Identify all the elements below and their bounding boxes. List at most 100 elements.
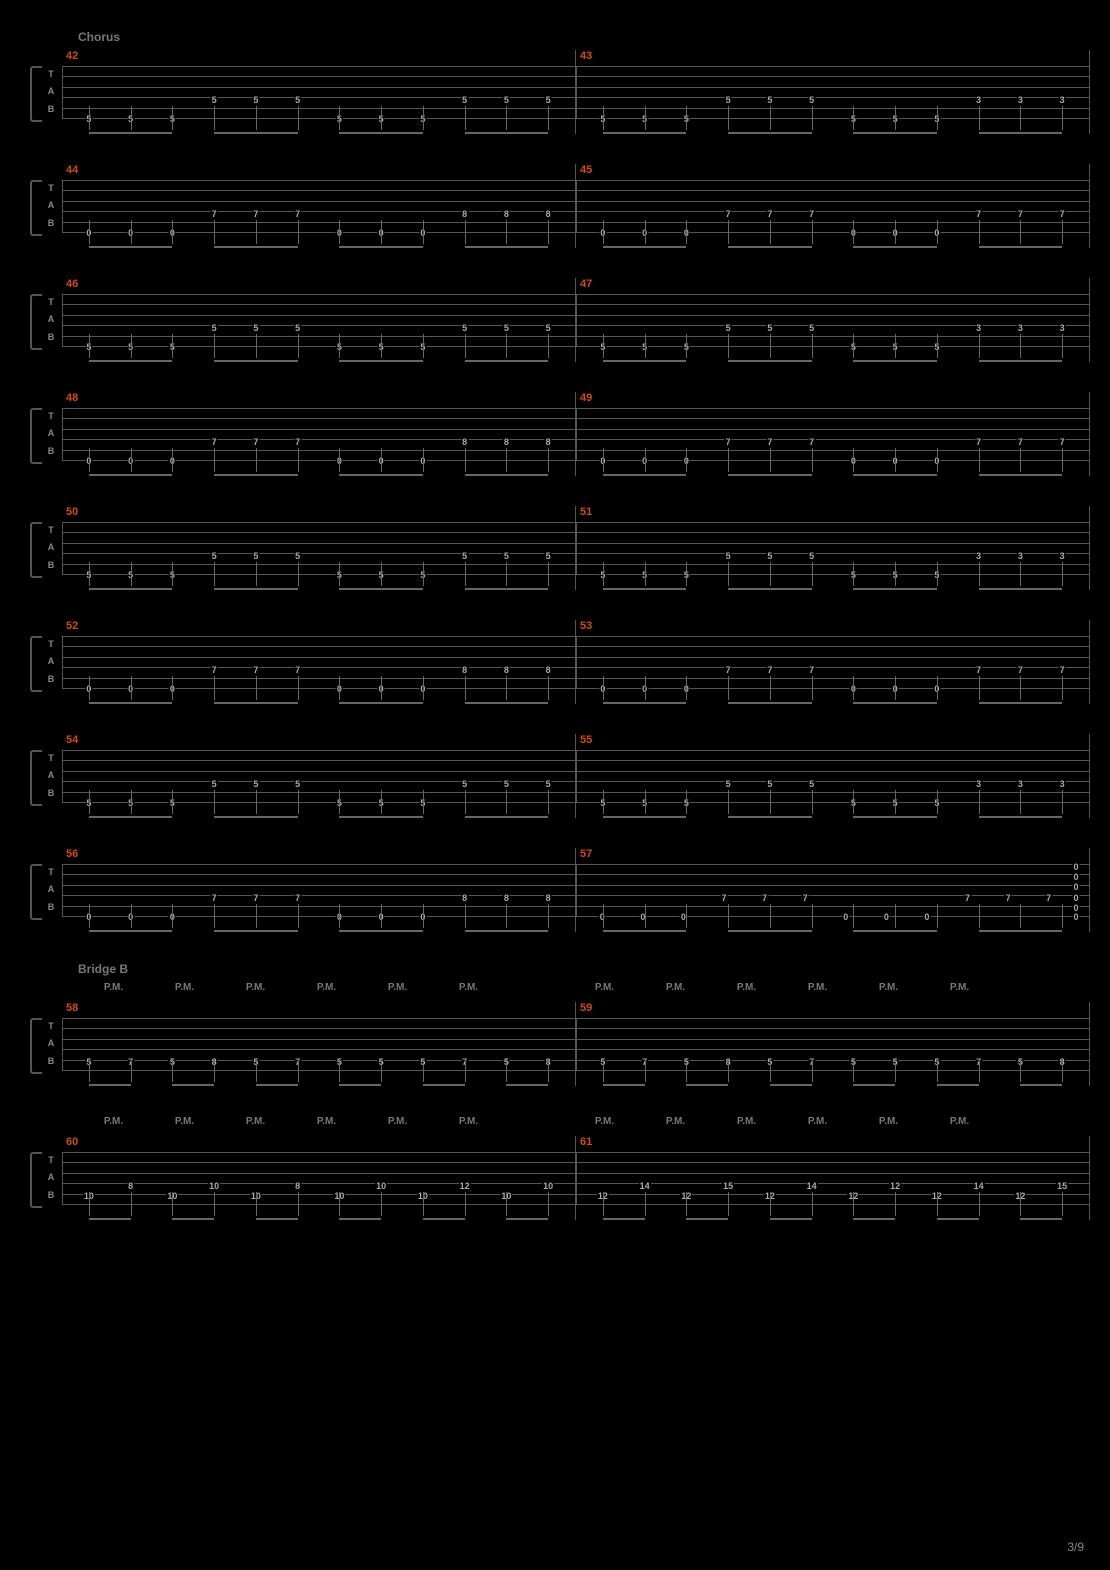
bar-44: 44000777000888 — [62, 164, 576, 248]
fret-number: 3 — [1017, 779, 1024, 789]
tab-clef: TAB — [44, 636, 58, 688]
fret-number: 5 — [252, 323, 259, 333]
bar-47: 47555555555333 — [576, 278, 1090, 362]
fret-number: 7 — [211, 437, 218, 447]
fret-number: 7 — [766, 209, 773, 219]
bar-60: 601081010108101010121010 — [62, 1136, 576, 1220]
fret-number: 5 — [808, 95, 815, 105]
fret-number: 7 — [294, 665, 301, 675]
fret-number: 5 — [461, 323, 468, 333]
bar-number: 44 — [66, 164, 78, 176]
fret-number: 5 — [725, 779, 732, 789]
palm-mute-marker: P.M. — [711, 1116, 782, 1130]
bar-number: 51 — [580, 506, 592, 518]
palm-mute-marker: P.M. — [433, 982, 504, 996]
fret-number: 5 — [252, 551, 259, 561]
fret-number: 5 — [503, 779, 510, 789]
fret-number: 15 — [722, 1181, 734, 1191]
palm-mute-marker: P.M. — [149, 982, 220, 996]
staff-system: TAB5600077700088857000777000777000000 — [30, 848, 1090, 932]
palm-mute-marker: P.M. — [853, 982, 924, 996]
fret-number: 3 — [975, 551, 982, 561]
palm-mute-marker: P.M. — [78, 1116, 149, 1130]
fret-number: 8 — [461, 209, 468, 219]
bar-number: 48 — [66, 392, 78, 404]
tab-clef: TAB — [44, 864, 58, 916]
fret-number: 8 — [503, 209, 510, 219]
tab-clef: TAB — [44, 522, 58, 574]
fret-number: 5 — [294, 551, 301, 561]
fret-number: 7 — [964, 893, 971, 903]
fret-number: 10 — [542, 1181, 554, 1191]
fret-number: 5 — [211, 779, 218, 789]
fret-number: 7 — [808, 665, 815, 675]
fret-number: 8 — [545, 437, 552, 447]
fret-number: 8 — [461, 665, 468, 675]
bar-number: 53 — [580, 620, 592, 632]
system-bracket — [30, 1018, 42, 1074]
bar-46: 46555555555555 — [62, 278, 576, 362]
fret-number: 3 — [975, 779, 982, 789]
fret-number: 5 — [545, 323, 552, 333]
fret-number: 5 — [461, 779, 468, 789]
palm-mute-marker: P.M. — [291, 1116, 362, 1130]
bar-59: 59575857555758 — [576, 1002, 1090, 1086]
system-bracket — [30, 636, 42, 692]
fret-number: 5 — [725, 323, 732, 333]
fret-number: 5 — [211, 323, 218, 333]
bar-56: 56000777000888 — [62, 848, 576, 932]
bar-number: 57 — [580, 848, 592, 860]
fret-number: 7 — [1017, 665, 1024, 675]
bar-58: 58575857555758 — [62, 1002, 576, 1086]
fret-number: 7 — [725, 437, 732, 447]
tab-clef: TAB — [44, 1152, 58, 1204]
bar-53: 53000777000777 — [576, 620, 1090, 704]
fret-number: 7 — [1059, 437, 1066, 447]
bar-number: 61 — [580, 1136, 592, 1148]
bar-52: 52000777000888 — [62, 620, 576, 704]
bar-number: 46 — [66, 278, 78, 290]
fret-number: 3 — [1017, 323, 1024, 333]
bar-55: 55555555555333 — [576, 734, 1090, 818]
bar-48: 48000777000888 — [62, 392, 576, 476]
fret-number: 8 — [503, 665, 510, 675]
staff-system: TAB4655555555555547555555555333 — [30, 278, 1090, 362]
fret-number: 8 — [545, 209, 552, 219]
bar-number: 50 — [66, 506, 78, 518]
bar-number: 55 — [580, 734, 592, 746]
fret-number: 7 — [808, 209, 815, 219]
bar-number: 59 — [580, 1002, 592, 1014]
palm-mute-row: P.M.P.M.P.M.P.M.P.M.P.M.P.M.P.M.P.M.P.M.… — [78, 1116, 1090, 1130]
system-bracket — [30, 66, 42, 122]
fret-number: 7 — [1059, 209, 1066, 219]
palm-mute-marker: P.M. — [711, 982, 782, 996]
tab-clef: TAB — [44, 180, 58, 232]
palm-mute-marker: P.M. — [362, 982, 433, 996]
staff-system: TAB4800077700088849000777000777 — [30, 392, 1090, 476]
fret-number: 5 — [252, 779, 259, 789]
fret-number: 0 — [1072, 862, 1079, 872]
bar-number: 49 — [580, 392, 592, 404]
fret-number: 14 — [806, 1181, 818, 1191]
fret-number: 7 — [1045, 893, 1052, 903]
fret-number: 10 — [375, 1181, 387, 1191]
bar-45: 45000777000777 — [576, 164, 1090, 248]
fret-number: 7 — [252, 893, 259, 903]
bar-number: 43 — [580, 50, 592, 62]
fret-number: 15 — [1056, 1181, 1068, 1191]
tab-clef: TAB — [44, 408, 58, 460]
fret-number: 7 — [1005, 893, 1012, 903]
fret-number: 8 — [503, 893, 510, 903]
palm-mute-marker: P.M. — [782, 982, 853, 996]
fret-number: 7 — [252, 665, 259, 675]
fret-number: 7 — [252, 437, 259, 447]
system-bracket — [30, 180, 42, 236]
bar-50: 50555555555555 — [62, 506, 576, 590]
fret-number: 5 — [808, 323, 815, 333]
fret-number: 3 — [1059, 779, 1066, 789]
palm-mute-marker: P.M. — [569, 982, 640, 996]
tab-page: ChorusTAB4255555555555543555555555333TAB… — [30, 30, 1090, 1220]
bar-51: 51555555555333 — [576, 506, 1090, 590]
palm-mute-marker: P.M. — [220, 982, 291, 996]
fret-number: 5 — [461, 551, 468, 561]
